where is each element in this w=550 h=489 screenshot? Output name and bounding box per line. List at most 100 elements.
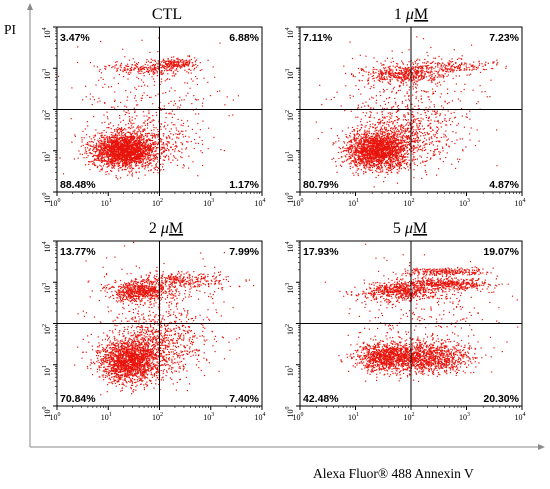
event-dot xyxy=(83,137,85,139)
event-dot xyxy=(155,134,158,136)
event-dot xyxy=(349,146,351,148)
event-dot xyxy=(396,169,398,171)
event-dot xyxy=(149,147,152,149)
event-dot xyxy=(150,61,152,63)
event-dot xyxy=(355,152,357,154)
event-dot xyxy=(140,66,142,68)
event-dot xyxy=(349,165,351,168)
event-dot xyxy=(117,127,119,129)
event-dot xyxy=(134,149,136,152)
event-dot xyxy=(377,143,380,145)
event-dot xyxy=(162,142,164,144)
event-dot xyxy=(170,69,172,72)
event-dot xyxy=(168,157,170,159)
event-dot xyxy=(153,67,155,69)
event-dot xyxy=(179,67,182,69)
event-dot xyxy=(127,159,129,161)
event-dot xyxy=(131,146,133,148)
event-dot xyxy=(107,144,109,146)
event-dot xyxy=(160,73,162,75)
event-dot xyxy=(411,138,413,141)
event-dot xyxy=(134,158,136,160)
event-dot xyxy=(114,107,116,109)
event-dot xyxy=(112,148,114,150)
event-dot xyxy=(138,147,140,149)
event-dot xyxy=(151,132,153,134)
event-dot xyxy=(134,64,137,66)
event-dot xyxy=(359,147,361,149)
event-dot xyxy=(353,157,355,159)
event-dot xyxy=(400,150,402,152)
event-dot xyxy=(357,133,359,135)
event-dot xyxy=(364,154,366,156)
event-dot xyxy=(385,171,387,173)
event-dot xyxy=(351,148,353,150)
event-dot xyxy=(202,120,204,122)
event-dot xyxy=(154,81,156,83)
event-dot xyxy=(151,147,153,149)
event-dot xyxy=(380,126,382,128)
event-dot xyxy=(108,159,110,161)
event-dot xyxy=(123,142,126,144)
event-dot xyxy=(127,123,129,125)
event-dot xyxy=(124,147,126,149)
event-dot xyxy=(415,138,417,140)
event-dot xyxy=(118,164,121,167)
event-dot xyxy=(139,126,141,128)
event-dot xyxy=(159,140,161,142)
event-dot xyxy=(116,141,118,143)
event-dot xyxy=(172,134,174,136)
y-tick-exponent: 2 xyxy=(42,110,48,113)
event-dot xyxy=(102,165,105,167)
event-dot xyxy=(375,143,377,146)
event-dot xyxy=(402,154,405,156)
event-dot xyxy=(354,138,356,140)
event-dot xyxy=(149,157,151,159)
event-dot xyxy=(100,139,102,141)
event-dot xyxy=(355,143,357,145)
event-dot xyxy=(162,142,164,144)
event-dot xyxy=(367,149,369,151)
event-dot xyxy=(116,146,118,149)
event-dot xyxy=(224,104,226,106)
event-dot xyxy=(136,149,138,151)
event-dot xyxy=(139,154,141,156)
event-dot xyxy=(110,151,112,153)
event-dot xyxy=(151,120,153,122)
event-dot xyxy=(150,121,152,123)
event-dot xyxy=(341,156,343,158)
event-dot xyxy=(114,160,116,162)
event-dot xyxy=(127,157,129,159)
event-dot xyxy=(119,144,122,146)
event-dot xyxy=(348,141,351,143)
event-dot xyxy=(138,136,140,138)
event-dot xyxy=(360,169,362,171)
event-dot xyxy=(176,64,178,66)
event-dot xyxy=(361,155,363,157)
event-dot xyxy=(163,135,165,137)
event-dot xyxy=(130,137,132,139)
event-dot xyxy=(95,84,97,86)
event-dot xyxy=(371,161,373,163)
event-dot xyxy=(90,141,92,143)
event-dot xyxy=(178,62,180,64)
event-dot xyxy=(147,64,149,66)
event-dot xyxy=(357,145,359,147)
event-dot xyxy=(376,137,378,139)
event-dot xyxy=(165,143,167,145)
event-dot xyxy=(120,145,122,147)
event-dot xyxy=(187,65,189,67)
event-dot xyxy=(149,159,151,161)
event-dot xyxy=(101,140,103,143)
event-dot xyxy=(386,162,388,165)
event-dot xyxy=(137,62,140,64)
event-dot xyxy=(116,145,118,147)
event-dot xyxy=(163,147,165,149)
event-dot xyxy=(123,149,125,151)
event-dot xyxy=(407,150,409,152)
event-dot xyxy=(393,137,395,139)
event-dot xyxy=(356,142,359,144)
event-dot xyxy=(365,159,367,161)
event-dot xyxy=(367,141,369,143)
event-dot xyxy=(149,159,151,161)
